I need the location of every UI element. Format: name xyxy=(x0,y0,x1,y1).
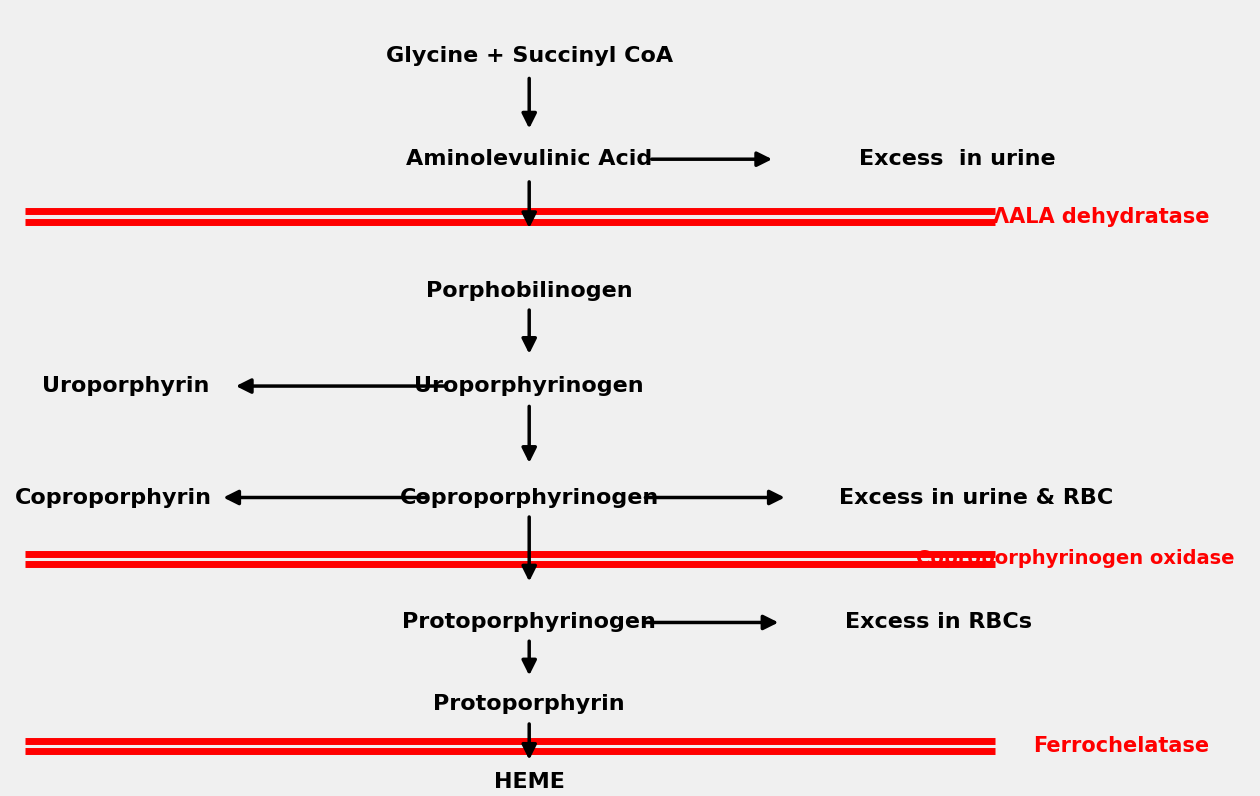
Text: Uroporphyrinogen: Uroporphyrinogen xyxy=(415,376,644,396)
Text: Coproporphyrinogen: Coproporphyrinogen xyxy=(399,487,659,508)
Text: Excess in RBCs: Excess in RBCs xyxy=(845,612,1032,633)
Text: Coproporphyrinogen oxidase: Coproporphyrinogen oxidase xyxy=(916,549,1235,568)
Text: HEME: HEME xyxy=(494,771,564,792)
Text: Aminolevulinic Acid: Aminolevulinic Acid xyxy=(406,149,653,170)
Text: Protoporphyrinogen: Protoporphyrinogen xyxy=(402,612,656,633)
Text: Porphobilinogen: Porphobilinogen xyxy=(426,280,633,301)
Text: Glycine + Succinyl CoA: Glycine + Succinyl CoA xyxy=(386,45,673,66)
Text: ΛALA dehydratase: ΛALA dehydratase xyxy=(993,206,1210,227)
Text: Uroporphyrin: Uroporphyrin xyxy=(43,376,209,396)
Text: Excess in urine & RBC: Excess in urine & RBC xyxy=(839,487,1114,508)
Text: Coproporphyrin: Coproporphyrin xyxy=(15,487,212,508)
Text: Excess  in urine: Excess in urine xyxy=(859,149,1056,170)
Text: Protoporphyrin: Protoporphyrin xyxy=(433,694,625,715)
Text: Ferrochelatase: Ferrochelatase xyxy=(1033,736,1210,756)
